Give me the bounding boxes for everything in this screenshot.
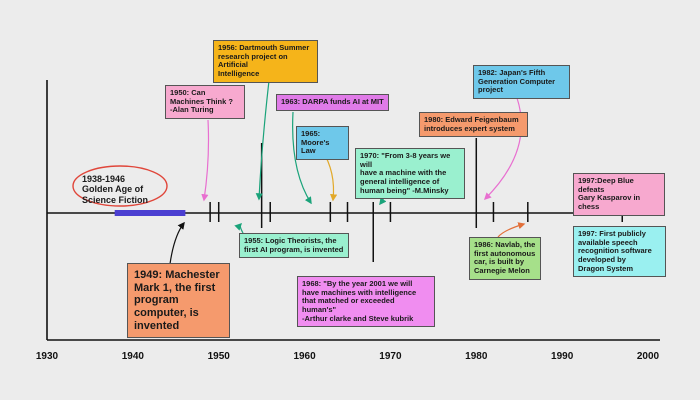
golden-age-bar	[114, 210, 186, 216]
event-note-1970: 1970: "From 3-8 years we will have a mac…	[355, 148, 465, 200]
year-label-1980: 1980	[465, 351, 488, 362]
event-note-1949: 1949: Machester Mark 1, the first progra…	[127, 263, 230, 339]
golden-age-label: 1938-1946 Golden Age of Science Fiction	[82, 174, 149, 205]
year-label-1960: 1960	[293, 351, 316, 362]
arrow-1986	[497, 222, 526, 238]
event-note-1986: 1986: Navlab, the first autonomous car, …	[469, 237, 541, 280]
arrow-1955	[234, 222, 244, 234]
event-note-1965: 1965: Moore's Law	[296, 126, 349, 160]
event-note-1950: 1950: Can Machines Think ? -Alan Turing	[165, 85, 245, 119]
year-label-2000: 2000	[636, 351, 660, 362]
year-label-1970: 1970	[379, 351, 402, 362]
year-label-1990: 1990	[551, 351, 574, 362]
event-note-1956: 1956: Dartmouth Summer research project …	[213, 40, 318, 83]
arrow-1956	[255, 71, 271, 201]
event-note-1997a: 1997:Deep Blue defeats Gary Kasparov in …	[573, 173, 665, 216]
arrow-1963	[292, 111, 312, 205]
event-note-1980: 1980: Edward Feigenbaum introduces exper…	[419, 112, 528, 138]
arrow-1982	[483, 97, 522, 201]
year-label-1930: 1930	[35, 351, 59, 362]
year-label-1950: 1950	[207, 351, 230, 362]
year-label-1940: 1940	[121, 351, 144, 362]
event-note-1955: 1955: Logic Theorists, the first AI prog…	[239, 233, 349, 259]
arrow-1950	[201, 119, 210, 202]
event-note-1968: 1968: "By the year 2001 we will have mac…	[297, 276, 435, 328]
event-note-1982: 1982: Japan's Fifth Generation Computer …	[473, 65, 570, 99]
event-note-1997b: 1997: First publicly available speech re…	[573, 226, 666, 278]
arrow-1949	[169, 221, 185, 265]
golden-age-circle	[72, 165, 168, 207]
event-note-1963: 1963: DARPA funds AI at MIT	[276, 94, 389, 111]
